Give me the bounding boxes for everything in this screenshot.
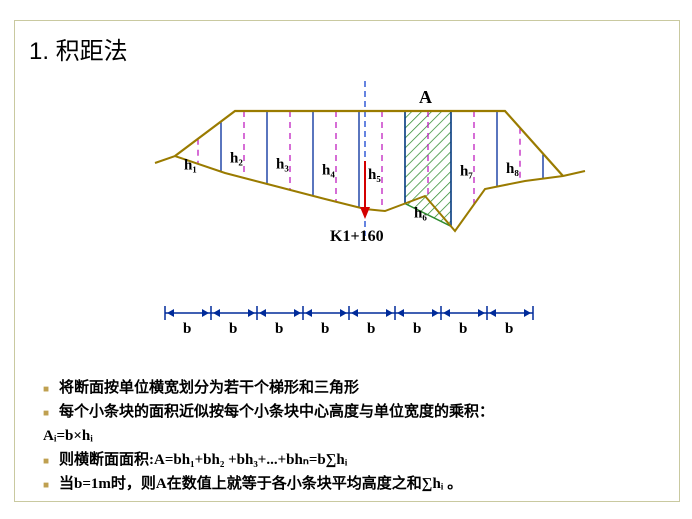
svg-text:A: A [419,87,432,107]
svg-text:h₈: h₈ [506,161,519,177]
bullet-marker: ■ [43,382,49,398]
svg-text:b: b [367,321,375,337]
bullet-item: ■ 则横断面面积:A=bh₁+bh₂ +bh₃+...+bhₙ=b∑hᵢ [43,448,673,472]
bullet-item: ■ 当b=1m时，则A在数值上就等于各小条块平均高度之和∑hᵢ 。 [43,472,673,496]
bullet-marker: ■ [43,454,49,470]
bullet-text: 当b=1m时，则A在数值上就等于各小条块平均高度之和∑hᵢ 。 [59,472,462,496]
bullet-item: ■ 每个小条块的面积近似按每个小条块中心高度与单位宽度的乘积： [43,400,673,424]
bullet-marker: ■ [43,406,49,422]
svg-text:h₃: h₃ [276,156,289,172]
svg-text:h₅: h₅ [368,167,381,183]
svg-text:b: b [505,321,513,337]
svg-text:b: b [229,321,237,337]
svg-text:h₂: h₂ [230,150,243,166]
svg-text:b: b [321,321,329,337]
bullet-list: ■ 将断面按单位横宽划分为若干个梯形和三角形 ■ 每个小条块的面积近似按每个小条… [43,376,673,496]
formula-line: Aᵢ=b×hᵢ [43,424,673,448]
unit-width-row: bbbbbbbb [155,301,585,341]
page-title: 1. 积距法 [29,31,128,66]
bullet-text: 则横断面面积:A=bh₁+bh₂ +bh₃+...+bhₙ=b∑hᵢ [59,448,347,472]
content-frame: 1. 积距法 h₁h₂h₃h₄h₅h₆h₇h₈AK1+160 bbbbbbbb … [14,20,680,502]
svg-text:b: b [413,321,421,337]
svg-text:h₇: h₇ [460,164,473,180]
cross-section-diagram: h₁ h₂ h₃ h₄ h₅ h₆ h₇ h₈ A K1+160 [125,81,605,301]
svg-text:h₁: h₁ [184,157,197,173]
svg-text:K1+160: K1+160 [330,228,384,245]
bullet-text: 每个小条块的面积近似按每个小条块中心高度与单位宽度的乘积： [59,400,494,424]
bullet-marker: ■ [43,478,49,494]
svg-text:h₆: h₆ [414,206,427,222]
svg-text:b: b [183,321,191,337]
svg-text:b: b [275,321,283,337]
svg-text:b: b [459,321,467,337]
bullet-item: ■ 将断面按单位横宽划分为若干个梯形和三角形 [43,376,673,400]
svg-text:h₄: h₄ [322,162,335,178]
bullet-text: 将断面按单位横宽划分为若干个梯形和三角形 [59,376,359,400]
